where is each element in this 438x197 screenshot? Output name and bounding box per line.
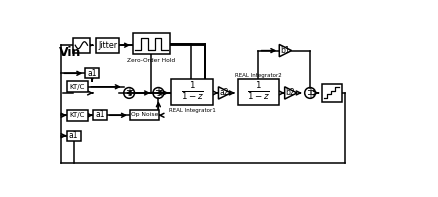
Bar bbox=[67, 131, 81, 141]
Text: Jitter: Jitter bbox=[98, 41, 117, 50]
Text: -: - bbox=[156, 90, 160, 100]
Bar bbox=[96, 37, 119, 53]
Text: $\frac{1}{1-z}$: $\frac{1}{1-z}$ bbox=[180, 80, 203, 102]
Text: Vin: Vin bbox=[59, 46, 81, 59]
Text: KT/C: KT/C bbox=[70, 112, 85, 118]
Text: Zero-Order Hold: Zero-Order Hold bbox=[127, 58, 175, 62]
Text: a1: a1 bbox=[69, 131, 78, 140]
Text: +: + bbox=[154, 86, 162, 96]
Bar bbox=[67, 81, 88, 92]
Bar bbox=[85, 68, 99, 78]
Text: a2: a2 bbox=[219, 88, 228, 98]
Text: -: - bbox=[127, 90, 131, 100]
Text: +: + bbox=[305, 90, 313, 100]
Bar bbox=[73, 37, 90, 53]
Bar bbox=[237, 79, 279, 105]
Bar bbox=[171, 79, 212, 105]
Text: b2: b2 bbox=[285, 88, 294, 98]
Polygon shape bbox=[284, 87, 296, 99]
Polygon shape bbox=[279, 45, 291, 57]
Polygon shape bbox=[218, 87, 230, 99]
Text: $\frac{1}{1-z}$: $\frac{1}{1-z}$ bbox=[247, 80, 269, 102]
Text: REAL Integrator1: REAL Integrator1 bbox=[169, 108, 215, 113]
Bar bbox=[130, 110, 159, 120]
Bar bbox=[321, 84, 341, 102]
Text: KT/C: KT/C bbox=[70, 84, 85, 90]
Text: +: + bbox=[305, 86, 313, 96]
Text: +: + bbox=[125, 86, 133, 96]
Bar bbox=[133, 33, 170, 54]
Bar bbox=[67, 110, 88, 121]
Text: a1: a1 bbox=[95, 110, 104, 119]
Text: Op Noise: Op Noise bbox=[131, 112, 158, 117]
Text: REAL Integrator2: REAL Integrator2 bbox=[235, 72, 281, 78]
Text: a1: a1 bbox=[87, 69, 97, 78]
Bar bbox=[93, 110, 106, 120]
Text: b1: b1 bbox=[279, 46, 289, 55]
